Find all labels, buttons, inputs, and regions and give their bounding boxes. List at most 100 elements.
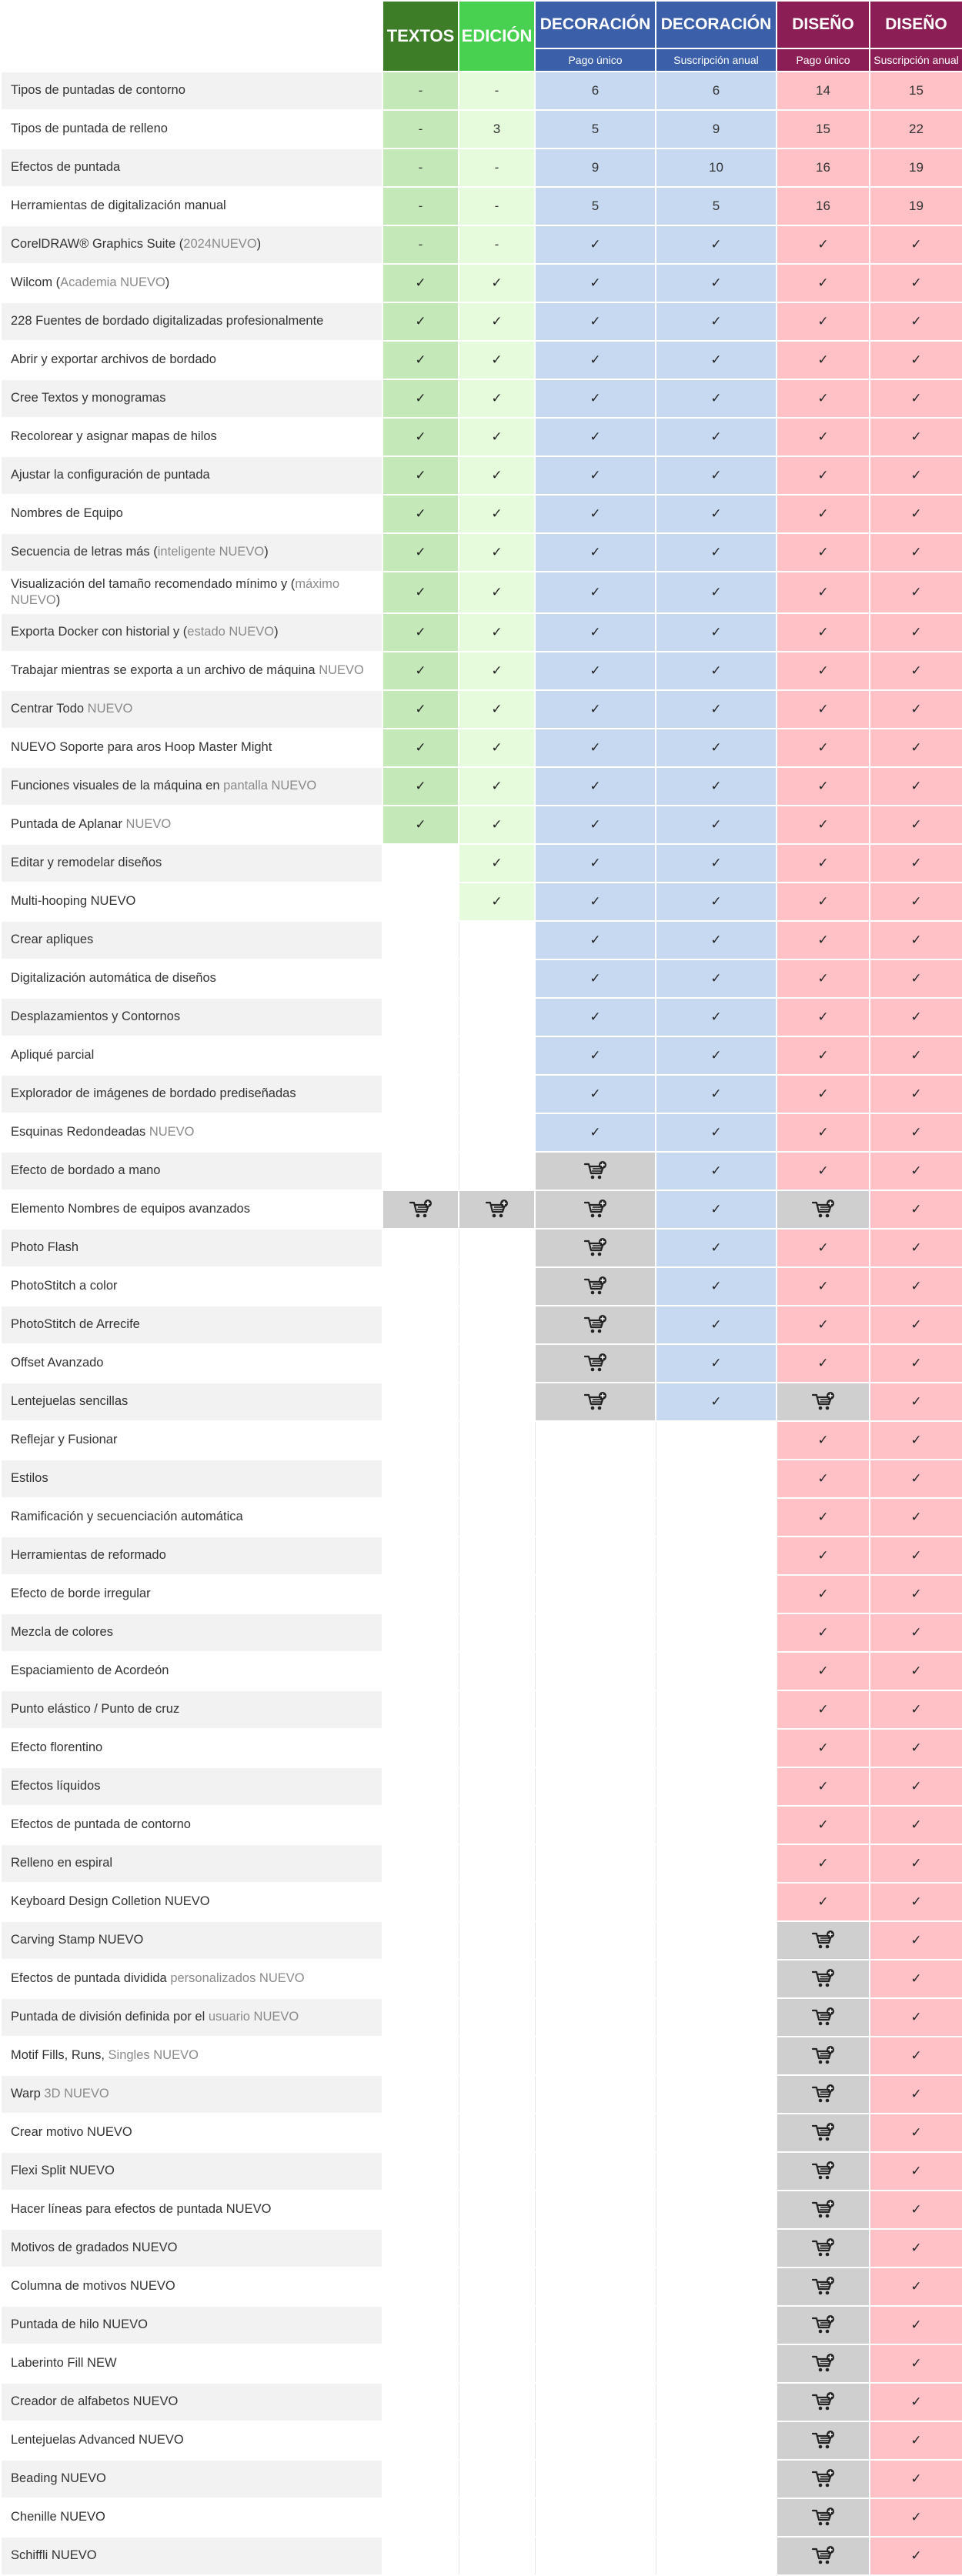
feature-label-new: NUEVO — [149, 1125, 195, 1140]
feature-label: Ramificación y secuenciación automática — [0, 1497, 383, 1537]
empty-cell — [534, 1613, 656, 1653]
cart-cell — [382, 1190, 459, 1230]
table-row: Tipos de puntada de relleno - 3 5 9 15 22 — [0, 109, 962, 149]
empty-cell — [458, 1536, 536, 1576]
empty-cell — [458, 2305, 536, 2345]
empty-cell — [655, 2536, 777, 2576]
feature-label-new: inteligente NUEVO — [157, 545, 265, 559]
empty-cell — [534, 2498, 656, 2538]
table-row: Efecto florentino ✓ ✓ — [0, 1728, 962, 1768]
check-icon: ✓ — [817, 933, 829, 948]
cart-add-icon — [811, 2084, 834, 2103]
check-cell: ✓ — [869, 263, 962, 303]
cell-value: 16 — [816, 199, 830, 213]
empty-cell — [382, 2190, 459, 2230]
check-cell: ✓ — [655, 651, 777, 691]
check-icon: ✓ — [910, 314, 922, 329]
feature-label: Estilos — [0, 1459, 383, 1499]
check-icon: ✓ — [710, 779, 722, 794]
check-icon: ✓ — [910, 1894, 922, 1910]
check-cell: ✓ — [534, 302, 656, 342]
check-icon: ✓ — [910, 468, 922, 483]
feature-label-text: Trabajar mientras se exporta a un archiv… — [11, 663, 319, 678]
empty-cell — [382, 1613, 459, 1653]
feature-label-text: Puntada de hilo NUEVO — [11, 2317, 148, 2332]
check-cell: ✓ — [776, 766, 870, 806]
cart-cell — [534, 1305, 656, 1345]
check-icon: ✓ — [910, 1202, 922, 1217]
cart-add-icon — [811, 2431, 834, 2449]
empty-cell — [655, 2190, 777, 2230]
table-row: Efectos de puntada de contorno ✓ ✓ — [0, 1805, 962, 1845]
check-cell: ✓ — [869, 1266, 962, 1306]
feature-label: PhotoStitch de Arrecife — [0, 1305, 383, 1345]
feature-label-text: Efectos de puntada — [11, 160, 121, 175]
empty-cell — [458, 1382, 536, 1422]
check-cell: ✓ — [534, 920, 656, 960]
check-cell: ✓ — [776, 1767, 870, 1807]
feature-label: Multi-hooping NUEVO — [0, 882, 383, 922]
feature-label-new: Singles NUEVO — [108, 2048, 199, 2063]
check-icon: ✓ — [590, 468, 601, 483]
table-row: Efectos de puntada dividida personalizad… — [0, 1959, 962, 1999]
feature-label-new: 2024NUEVO — [183, 237, 257, 252]
check-icon: ✓ — [817, 1433, 829, 1448]
check-icon: ✓ — [590, 817, 601, 833]
check-icon: ✓ — [415, 585, 426, 600]
check-icon: ✓ — [817, 1779, 829, 1794]
empty-cell — [382, 920, 459, 960]
value-cell: 5 — [534, 186, 656, 226]
check-icon: ✓ — [590, 1048, 601, 1063]
check-cell: ✓ — [458, 612, 536, 652]
check-cell: ✓ — [458, 494, 536, 534]
feature-label: Exporta Docker con historial y (estado N… — [0, 612, 383, 652]
empty-cell — [382, 1228, 459, 1268]
cart-add-icon — [485, 1200, 508, 1218]
feature-label: Columna de motivos NUEVO — [0, 2267, 383, 2307]
check-icon: ✓ — [817, 1009, 829, 1025]
empty-cell — [458, 2074, 536, 2114]
check-cell: ✓ — [869, 2151, 962, 2191]
check-icon: ✓ — [491, 740, 503, 756]
check-icon: ✓ — [817, 702, 829, 717]
check-cell: ✓ — [534, 494, 656, 534]
feature-label: Reflejar y Fusionar — [0, 1420, 383, 1460]
empty-cell — [458, 997, 536, 1037]
empty-cell — [382, 1382, 459, 1422]
empty-cell — [458, 2190, 536, 2230]
check-icon: ✓ — [910, 663, 922, 679]
check-icon: ✓ — [817, 856, 829, 871]
feature-label: Abrir y exportar archivos de bordado — [0, 340, 383, 380]
empty-cell — [458, 920, 536, 960]
check-cell: ✓ — [869, 612, 962, 652]
empty-cell — [534, 2228, 656, 2268]
check-icon: ✓ — [415, 429, 426, 445]
feature-label-text: Herramientas de reformado — [11, 1548, 166, 1563]
feature-label: Crear motivo NUEVO — [0, 2113, 383, 2153]
empty-cell — [655, 1959, 777, 1999]
header-decoracion-pago: DECORACIÓN — [534, 0, 656, 49]
feature-label-text: Schiffli NUEVO — [11, 2548, 97, 2563]
value-cell: - — [458, 225, 536, 265]
check-cell: ✓ — [382, 263, 459, 303]
check-icon: ✓ — [710, 352, 722, 368]
check-icon: ✓ — [910, 2317, 922, 2333]
feature-label: Esquinas Redondeadas NUEVO — [0, 1113, 383, 1153]
check-icon: ✓ — [491, 545, 503, 560]
empty-cell — [458, 959, 536, 999]
table-row: Desplazamientos y Contornos ✓ ✓ ✓ ✓ — [0, 997, 962, 1037]
check-cell: ✓ — [869, 2113, 962, 2153]
header-blank — [0, 0, 383, 72]
check-cell: ✓ — [869, 805, 962, 845]
empty-cell — [382, 2382, 459, 2422]
value-cell: 19 — [869, 148, 962, 188]
check-cell: ✓ — [776, 843, 870, 883]
feature-label-text: Elemento Nombres de equipos avanzados — [11, 1202, 250, 1216]
check-icon: ✓ — [910, 506, 922, 522]
check-icon: ✓ — [590, 1086, 601, 1102]
check-cell: ✓ — [458, 728, 536, 768]
empty-cell — [655, 2074, 777, 2114]
table-row: Herramientas de reformado ✓ ✓ — [0, 1536, 962, 1576]
empty-cell — [655, 2151, 777, 2191]
check-icon: ✓ — [710, 1394, 722, 1410]
